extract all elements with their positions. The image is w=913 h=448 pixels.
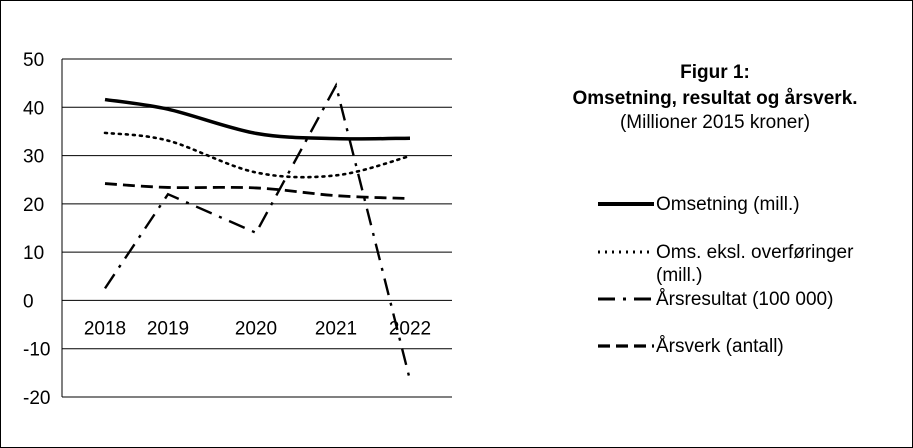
chart-title-block: Figur 1: Omsetning, resultat og årsverk.… [572, 62, 857, 133]
x-tick-label: 2021 [315, 318, 357, 339]
y-tick-label: -20 [23, 388, 50, 409]
y-tick-label: 30 [23, 147, 44, 168]
x-tick-label: 2019 [147, 318, 189, 339]
series-line-2 [103, 131, 412, 179]
x-axis-ticks: 2018 2019 2020 2021 2022 [84, 318, 431, 339]
series-lines [103, 82, 412, 381]
grid [61, 58, 452, 398]
series-line-1 [104, 97, 411, 141]
y-tick-label: 10 [23, 243, 44, 264]
chart-unit-note: (Millioner 2015 kroner) [620, 112, 810, 133]
legend: Omsetning (mill.) Oms. eksl. overføringer… [598, 194, 854, 357]
legend-label-3: Årsresultat (100 000) [656, 289, 833, 310]
x-tick-label: 2018 [84, 318, 126, 339]
x-tick-label: 2020 [235, 318, 277, 339]
series-line-3 [104, 82, 412, 381]
legend-label-1: Omsetning (mill.) [656, 194, 800, 215]
chart-title: Figur 1: [680, 62, 750, 83]
y-axis-ticks: 50 40 30 20 10 0 -10 -20 [23, 50, 50, 409]
y-tick-label: 50 [23, 50, 44, 71]
legend-label-2: Oms. eksl. overføringer (mill.) [656, 242, 854, 286]
y-tick-label: -10 [23, 340, 50, 361]
series-line-4 [104, 182, 411, 200]
y-tick-label: 0 [23, 291, 34, 312]
y-tick-label: 40 [23, 98, 44, 119]
y-tick-label: 20 [23, 195, 44, 216]
chart-subtitle: Omsetning, resultat og årsverk. [572, 88, 857, 109]
x-tick-label: 2022 [389, 318, 431, 339]
legend-label-4: Årsverk (antall) [656, 336, 784, 357]
